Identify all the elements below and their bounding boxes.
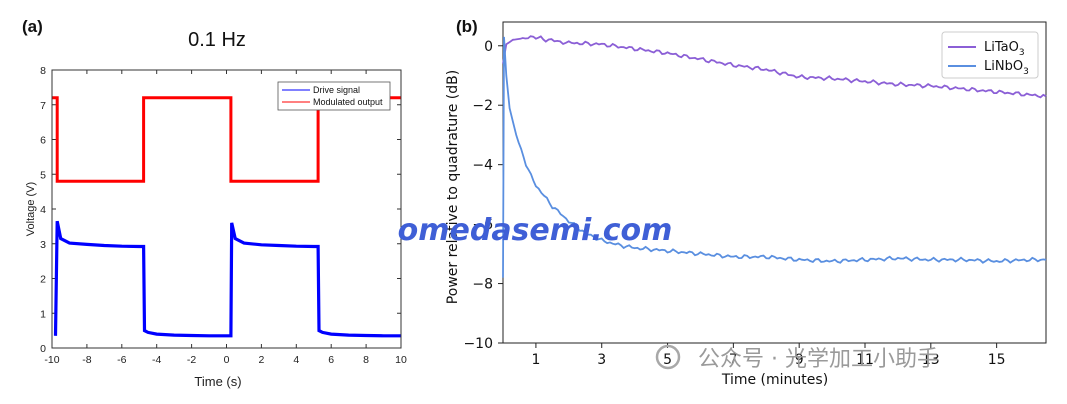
panel-b-ylabel: Power relative to quadrature (dB) [445,70,461,304]
legend-litao3-base: LiTaO [984,40,1019,55]
site-watermark: omedasemi.com [398,213,673,248]
legend-litao3-sub: 3 [1019,48,1025,58]
panel-b-xtick-label: 3 [597,352,606,368]
panel-b-xtick-label: 5 [663,352,672,368]
legend-linbo3-sub: 3 [1023,67,1029,77]
modulated-output-line [52,96,401,183]
legend-linbo3-label: LiNbO3 [984,59,1029,77]
panel-b-axes-ticks: 1 3 5 7 9 11 13 150−2−4−6−8−10 [463,39,1005,368]
panel-b-ytick-label: −6 [472,217,493,233]
panel-b-ytick-label: −2 [472,98,493,114]
panel-a-ytick-label: 4 [40,204,46,216]
panel-a-legend-box [277,81,391,111]
panel-a-plot-frame [51,69,402,349]
panel-a-xtick-label: 10 [395,354,407,366]
panel-b-power-chart: (b) 1 3 5 7 9 11 13 150−2−4−6−8−10 Power relati… [445,17,1047,388]
panel-a-xtick-label: 6 [328,354,334,366]
panel-a-axes-ticks: -10 -8 -6 -4 -2 0 2 4 6 8 10 0 1 2 3 4 5 6 7 8 [40,65,407,366]
panel-b-series [502,35,1047,278]
panel-a-xlabel: Time (s) [194,374,241,389]
panel-a-xtick-label: 2 [258,354,264,366]
panel-a-xtick-label: -4 [152,354,161,366]
panel-a-ylabel: Voltage (V) [25,182,37,236]
panel-b-xtick-label: 1 [531,352,540,368]
panel-a-xtick-label: 8 [363,354,369,366]
panel-a-ytick-label: 8 [40,65,46,77]
panel-b-ytick-label: −4 [472,158,493,174]
panel-a-ytick-label: 5 [40,169,46,181]
panel-a-ytick-label: 2 [40,274,46,286]
panel-a-xtick-label: -2 [187,354,196,366]
linbo3-line [502,36,1047,278]
legend-linbo3-base: LiNbO [984,59,1023,74]
wechat-watermark: 公众号 · 光学加工小助手 [655,344,939,372]
wechat-watermark-text: 公众号 · 光学加工小助手 [698,347,939,372]
panel-a-xtick-label: 0 [224,354,230,366]
panel-a-drive-signal-chart: (a) 0.1 Hz -10 -8 -6 -4 -2 0 2 4 6 8 10 0 1 2 3 4 5 6 7 8 V… [22,17,407,389]
wechat-logo-icon [655,344,681,370]
panel-b-xtick-label: 11 [856,352,874,368]
panel-b-label: (b) [456,17,478,36]
panel-b-ytick-label: −8 [472,277,493,293]
panel-a-ytick-label: 1 [40,308,46,320]
panel-b-ytick-label: −10 [463,336,493,352]
panel-a-title: 0.1 Hz [188,29,246,51]
panel-a-ytick-label: 3 [40,239,46,251]
panel-b-ytick-label: 0 [484,39,493,55]
panel-b-xtick-label: 13 [922,352,940,368]
panel-b-xtick-label: 9 [795,352,804,368]
panel-a-ytick-label: 0 [40,343,46,355]
legend-litao3-label: LiTaO3 [984,40,1025,58]
panel-b-xtick-label: 15 [988,352,1006,368]
panel-a-xtick-label: -8 [82,354,91,366]
panel-b-xtick-label: 7 [729,352,738,368]
legend-modulated-output-label: Modulated output [313,97,383,107]
panel-a-xtick-label: 4 [293,354,299,366]
panel-a-xtick-label: -10 [44,354,59,366]
panel-a-label: (a) [22,17,43,36]
panel-a-ytick-label: 7 [40,100,46,112]
panel-a-series [51,96,402,338]
panel-b-legend: LiTaO3 LiNbO3 [941,31,1039,79]
drive-signal-line [53,220,401,338]
panel-a-ytick-label: 6 [40,135,46,147]
panel-a-xtick-label: -6 [117,354,126,366]
panel-a-legend: Drive signal Modulated output [277,81,391,111]
legend-drive-signal-label: Drive signal [313,85,360,95]
panel-b-xlabel: Time (minutes) [721,372,828,388]
litao3-line [502,35,1047,99]
